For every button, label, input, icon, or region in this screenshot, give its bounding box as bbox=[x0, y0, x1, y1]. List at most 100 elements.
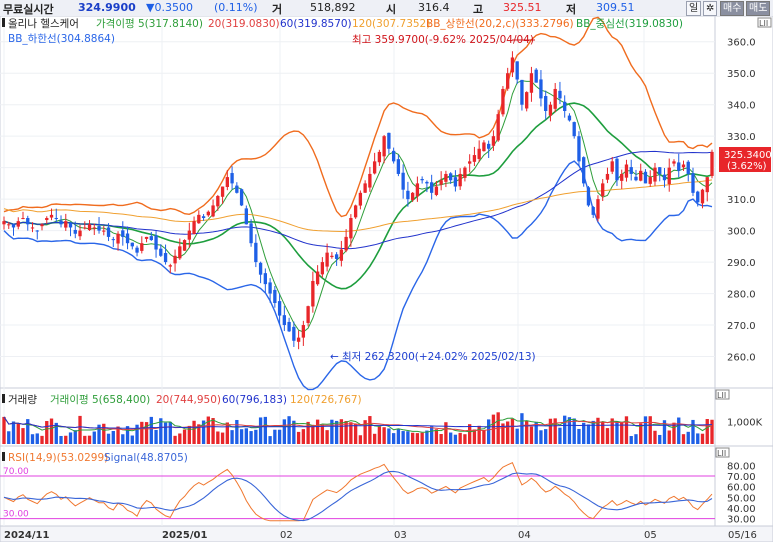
volume-bar bbox=[125, 426, 130, 444]
volume-bar bbox=[192, 420, 196, 444]
candle-body bbox=[420, 179, 424, 181]
volume-bar bbox=[601, 421, 605, 444]
gear-icon[interactable]: ✲ bbox=[703, 1, 718, 16]
price-tick-label: 310.0 bbox=[727, 195, 756, 206]
buy-button[interactable]: 매수 bbox=[720, 1, 745, 16]
volume-bar bbox=[472, 429, 477, 444]
volume-bar bbox=[344, 420, 348, 444]
candle-body bbox=[111, 239, 115, 241]
panel-scale-tag[interactable]: LII bbox=[717, 391, 726, 400]
volume-bar bbox=[277, 429, 282, 444]
candle-body bbox=[515, 61, 519, 80]
grid-lines bbox=[0, 16, 715, 526]
volume-bar bbox=[206, 416, 210, 444]
candle-body bbox=[258, 262, 263, 275]
volume-bar bbox=[54, 422, 58, 444]
candle-body bbox=[173, 255, 177, 264]
volume-bar bbox=[382, 427, 386, 444]
legend-series-name: 올리나 헬스케어 bbox=[8, 18, 79, 30]
candle-body bbox=[163, 253, 168, 263]
low-label: 저 bbox=[566, 3, 577, 16]
candle-body bbox=[425, 181, 429, 184]
volume-bar bbox=[2, 416, 6, 444]
candle-body bbox=[192, 221, 196, 234]
volume-bar bbox=[710, 419, 714, 444]
volume-bar bbox=[544, 429, 548, 444]
volume-bar bbox=[334, 420, 339, 444]
candle-body bbox=[320, 262, 325, 275]
volume-bar bbox=[87, 435, 92, 444]
volume-bar bbox=[306, 421, 310, 444]
candlestick-series bbox=[2, 51, 714, 350]
high-label: 고 bbox=[473, 3, 484, 16]
panel-scale-tag[interactable]: LII bbox=[759, 19, 768, 28]
legend-bb-mid: BB_중심선(319.0830) bbox=[576, 18, 683, 30]
candle-body bbox=[249, 223, 253, 244]
candle-body bbox=[144, 236, 149, 239]
volume-bar bbox=[163, 422, 168, 444]
candle-body bbox=[149, 236, 153, 241]
rsi-tick-label: 70.00 bbox=[727, 472, 756, 483]
volume-bar bbox=[230, 430, 234, 444]
candle-body bbox=[263, 273, 268, 285]
candle-body bbox=[339, 249, 344, 261]
candle-body bbox=[510, 57, 515, 73]
candle-body bbox=[11, 224, 16, 228]
volume-bar bbox=[35, 433, 39, 444]
candle-body bbox=[372, 161, 377, 174]
volume-bar bbox=[372, 433, 377, 444]
volume-bar bbox=[453, 434, 458, 444]
candle-body bbox=[287, 321, 291, 332]
legend-bb-upper: BB_상한선(20,2,c)(333.2796) bbox=[426, 18, 574, 30]
candle-body bbox=[610, 161, 614, 172]
panel-scale-tag[interactable]: LII bbox=[717, 449, 726, 458]
candle-body bbox=[700, 189, 705, 204]
high-value: 325.51 bbox=[503, 1, 542, 14]
legend-marker bbox=[2, 18, 5, 27]
stock-chart[interactable]: 70.00 30.00 260.0 270.0 280.0 290.0 300.0 310.… bbox=[0, 16, 773, 542]
volume-bar bbox=[211, 418, 215, 444]
legend-rsi: RSI(14,9)(53.0299) bbox=[8, 452, 108, 464]
volume-bar bbox=[30, 434, 35, 444]
candle-body bbox=[254, 242, 258, 263]
candle-body bbox=[296, 337, 301, 342]
volume-bar bbox=[201, 420, 206, 444]
candle-body bbox=[235, 185, 239, 193]
volume-bar bbox=[558, 427, 562, 444]
candle-body bbox=[681, 164, 686, 168]
candle-body bbox=[230, 173, 234, 184]
period-day-button[interactable]: 일 bbox=[686, 1, 702, 16]
candle-body bbox=[78, 230, 82, 237]
rsi-tick-label: 30.00 bbox=[727, 515, 756, 526]
candle-body bbox=[244, 208, 248, 225]
volume-bar bbox=[178, 433, 182, 444]
legend-volume-ma5: 거래이평 5(658,400) bbox=[50, 394, 150, 406]
candle-body bbox=[292, 326, 296, 341]
volume-bar bbox=[111, 430, 115, 444]
candle-body bbox=[225, 177, 229, 187]
rsi-tick-label: 50.00 bbox=[727, 493, 756, 504]
volume-bar bbox=[444, 422, 448, 444]
legend-volume-ma120: 120(726,767) bbox=[290, 394, 362, 406]
ma120-line bbox=[3, 179, 713, 233]
volume-bar bbox=[477, 425, 481, 444]
volume-bar bbox=[140, 421, 144, 444]
volume-bar bbox=[401, 431, 405, 444]
price-tick-label: 330.0 bbox=[727, 132, 756, 143]
candle-body bbox=[116, 233, 120, 244]
bb-upper-line bbox=[3, 16, 713, 218]
candle-body bbox=[154, 235, 158, 250]
date-tick-label: 02 bbox=[280, 530, 293, 541]
candle-body bbox=[349, 218, 353, 239]
volume-bar bbox=[520, 413, 524, 444]
date-tick-label: 2024/11 bbox=[4, 530, 49, 541]
candle-body bbox=[691, 173, 695, 193]
current-price-tag-pct: (3.62%) bbox=[727, 161, 767, 172]
volume-bar bbox=[506, 421, 510, 444]
price-tick-label: 290.0 bbox=[727, 258, 756, 269]
candle-body bbox=[401, 172, 405, 190]
current-price: 324.9900 bbox=[78, 1, 136, 14]
candle-body bbox=[472, 155, 477, 162]
sell-button[interactable]: 매도 bbox=[746, 1, 771, 16]
volume-bar bbox=[515, 428, 519, 444]
